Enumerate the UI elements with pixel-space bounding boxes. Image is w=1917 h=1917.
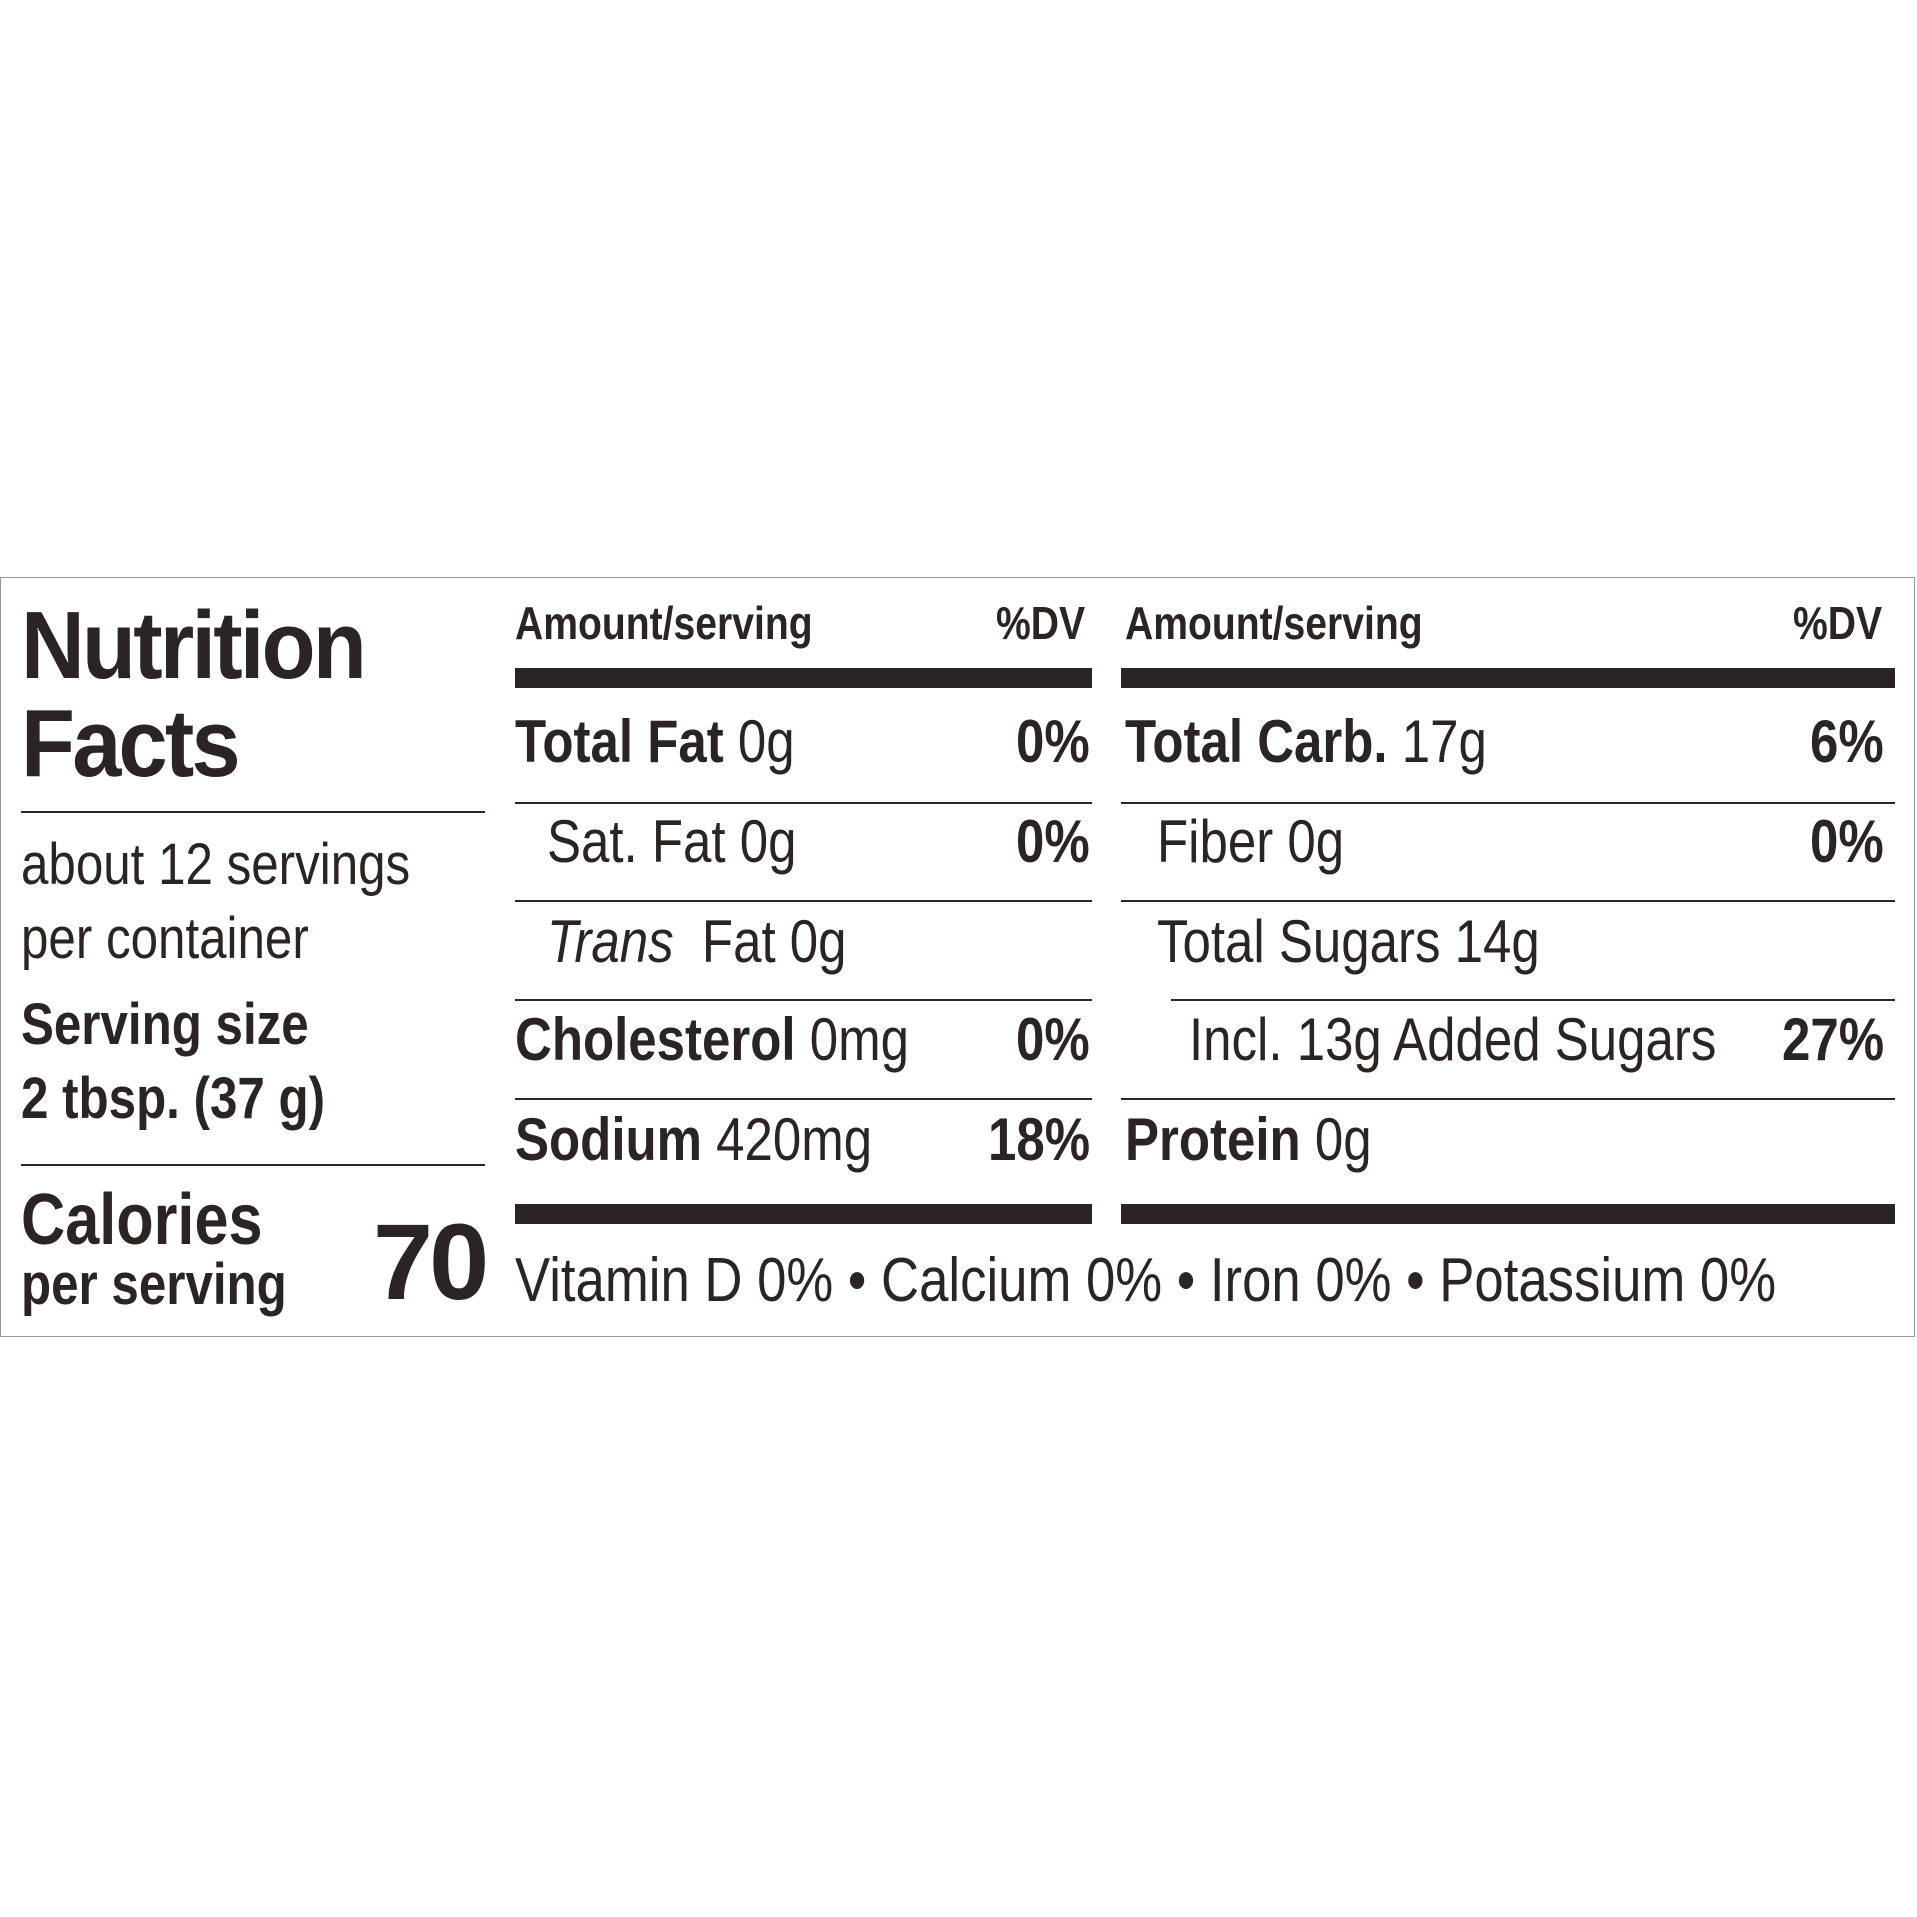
row-fiber: Fiber 0g — [1157, 808, 1345, 875]
thick-rule — [515, 1204, 1092, 1224]
nutrition-facts-label: Nutrition Facts about 12 servings per co… — [0, 577, 1915, 1337]
divider — [515, 1098, 1092, 1100]
right-header-amount: Amount/serving — [1125, 597, 1423, 649]
row-total-fat: Total Fat 0g — [515, 708, 795, 775]
thick-rule — [1121, 668, 1895, 688]
divider — [515, 999, 1092, 1001]
divider — [1121, 900, 1895, 902]
calories-value: 70 — [373, 1201, 489, 1322]
divider — [515, 802, 1092, 804]
dv-added-sugars: 27% — [1781, 1006, 1884, 1073]
divider — [21, 1164, 485, 1166]
dv-total-fat: 0% — [1016, 708, 1090, 775]
row-total-sugars: Total Sugars 14g — [1157, 908, 1540, 975]
divider — [515, 900, 1092, 902]
row-cholesterol: Cholesterol 0mg — [515, 1006, 909, 1073]
row-sodium: Sodium 420mg — [515, 1106, 873, 1173]
serving-size-value: 2 tbsp. (37 g) — [21, 1066, 326, 1131]
thick-rule — [515, 668, 1092, 688]
left-header-dv: %DV — [996, 597, 1086, 649]
row-protein: Protein 0g — [1125, 1106, 1372, 1173]
title-line-2: Facts — [21, 690, 241, 797]
servings-per-container-2: per container — [21, 906, 309, 971]
row-sat-fat: Sat. Fat 0g — [547, 808, 797, 875]
divider — [1121, 802, 1895, 804]
right-header-dv: %DV — [1793, 597, 1883, 649]
dv-sodium: 18% — [987, 1106, 1090, 1173]
left-header-amount: Amount/serving — [515, 597, 813, 649]
vitamins-minerals: Vitamin D 0% • Calcium 0% • Iron 0% • Po… — [515, 1246, 1777, 1315]
row-total-carb: Total Carb. 17g — [1125, 708, 1487, 775]
calories-sub: per serving — [21, 1252, 287, 1317]
thick-rule — [1121, 1204, 1895, 1224]
dv-cholesterol: 0% — [1016, 1006, 1090, 1073]
divider — [1121, 1098, 1895, 1100]
row-added-sugars: Incl. 13g Added Sugars — [1189, 1006, 1717, 1073]
dv-sat-fat: 0% — [1016, 808, 1090, 875]
servings-per-container: about 12 servings — [21, 832, 411, 897]
serving-size-label: Serving size — [21, 992, 309, 1057]
dv-fiber: 0% — [1810, 808, 1884, 875]
calories-label: Calories — [21, 1180, 263, 1260]
title-line-1: Nutrition — [21, 592, 367, 699]
dv-total-carb: 6% — [1810, 708, 1884, 775]
row-trans-fat: Trans Fat 0g — [547, 908, 847, 975]
divider — [1171, 999, 1895, 1001]
divider — [21, 811, 485, 813]
